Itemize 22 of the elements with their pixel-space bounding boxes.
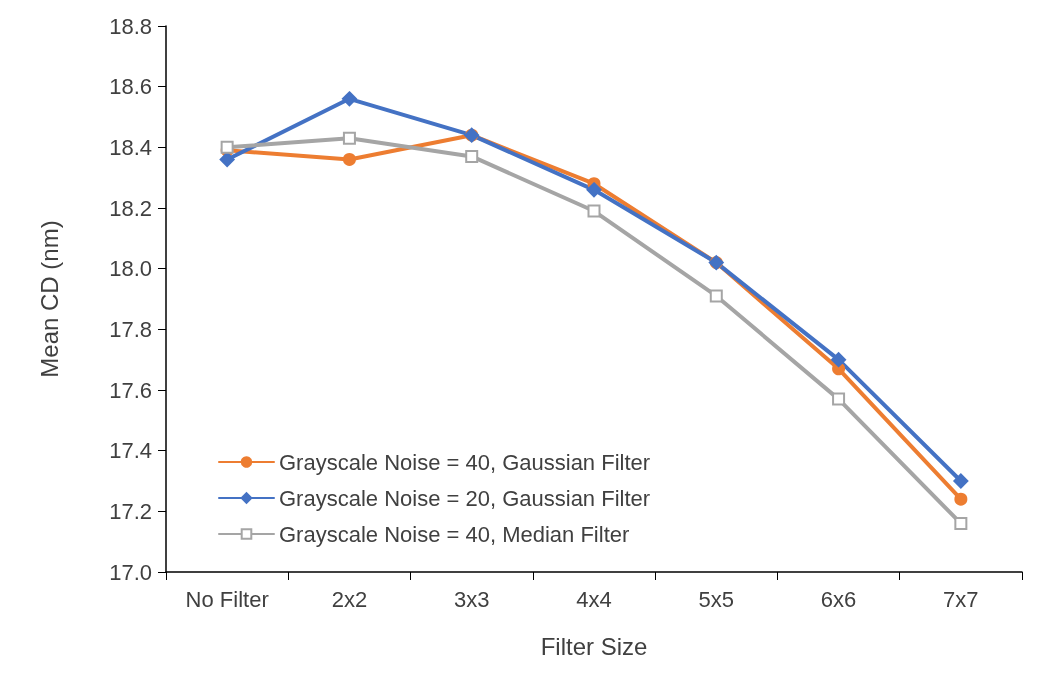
x-tick-label: 6x6 [820,586,857,612]
y-tick-label: 18.4 [109,134,152,160]
x-tick-label: 4x4 [576,586,612,612]
y-tick-label: 17.4 [109,438,152,464]
y-tick-label: 18.0 [109,256,152,282]
y-tick-label: 17.6 [109,377,152,403]
x-tick-label: 3x3 [453,586,490,612]
legend-label: Grayscale Noise = 20, Gaussian Filter [279,485,651,511]
y-tick-label: 17.8 [109,316,152,342]
y-axis-title: Mean CD (nm) [35,220,63,378]
x-axis-title: Filter Size [540,632,648,660]
y-tick-label: 18.6 [109,74,152,100]
x-tick-label: 5x5 [698,586,735,612]
y-tick-label: 17.0 [109,559,152,585]
legend-label: Grayscale Noise = 40, Median Filter [279,521,630,547]
x-tick-label: 2x2 [331,586,368,612]
x-tick-label: No Filter [185,586,269,612]
x-tick-label: 7x7 [943,586,979,612]
y-tick-label: 18.2 [109,195,152,221]
y-tick-label: 18.8 [109,13,152,39]
legend-label: Grayscale Noise = 40, Gaussian Filter [279,449,651,475]
y-tick-label: 17.2 [109,498,152,524]
